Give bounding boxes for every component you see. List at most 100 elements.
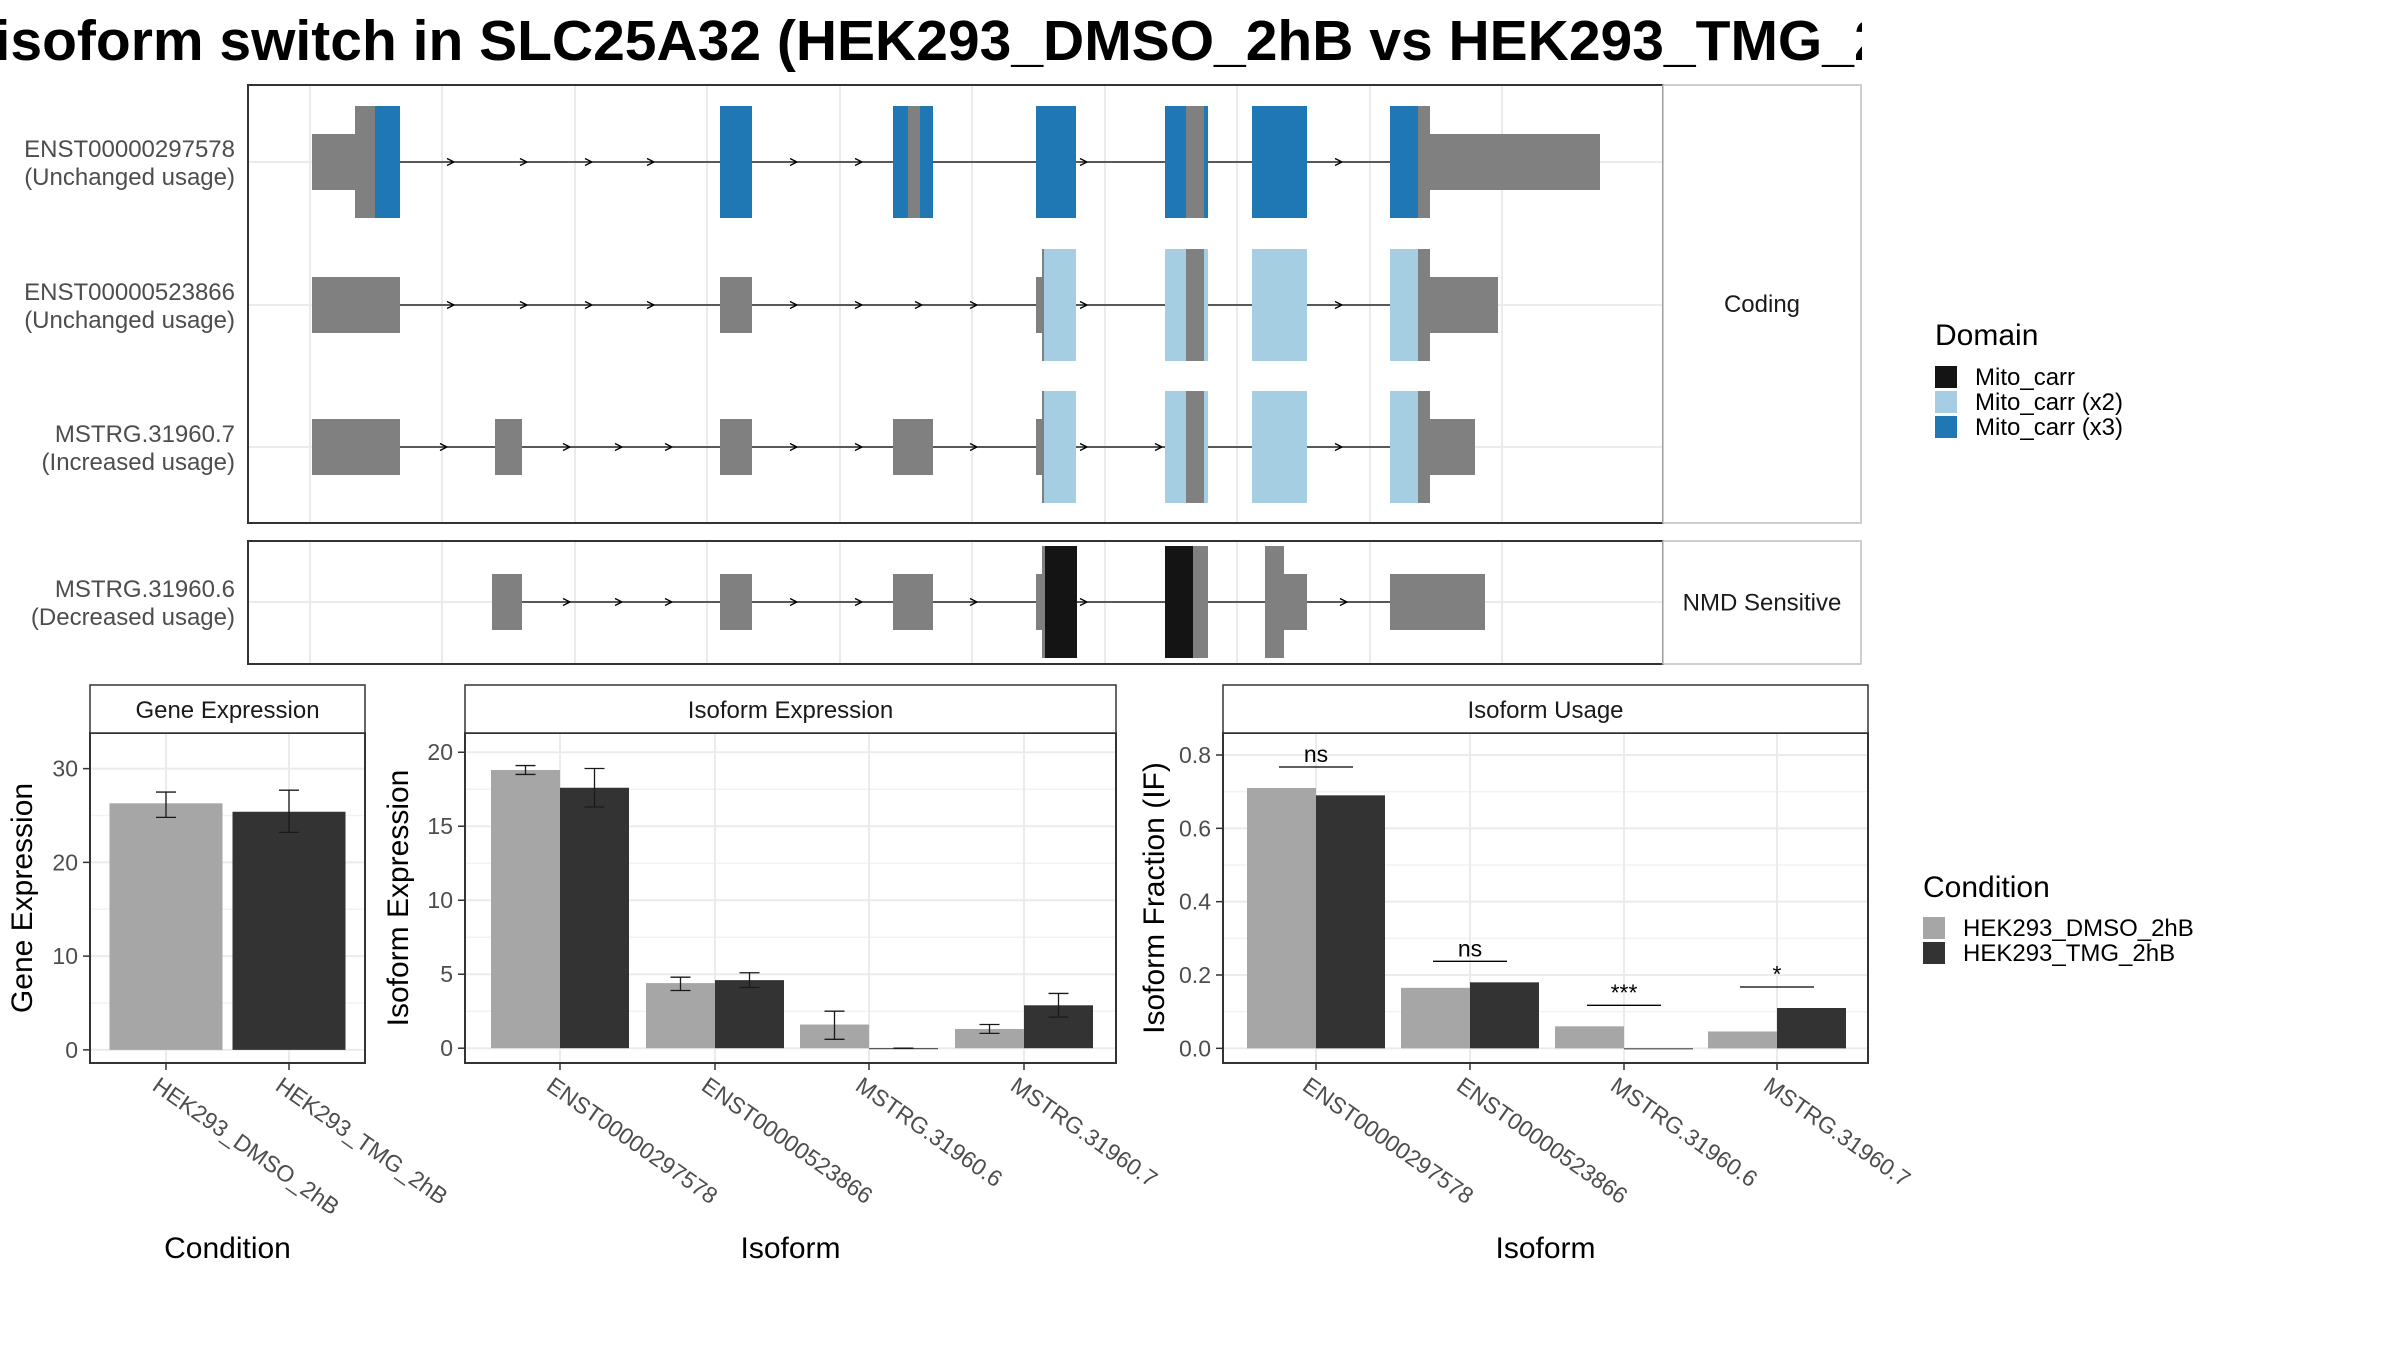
bar [1316,795,1385,1049]
intron-direction-arrow [854,597,864,607]
intron-direction-arrow [664,442,674,452]
intron-direction-arrow [614,597,624,607]
intron-direction-arrow [664,597,674,607]
intron-direction-arrow [789,157,799,167]
exon [908,106,920,218]
bar [1247,788,1316,1049]
intron-direction-arrow [969,597,979,607]
x-axis-label: Isoform [1495,1232,1595,1265]
domain-mito-carr-x2 [1204,249,1208,361]
intron-direction-arrow [562,442,572,452]
x-tick-label: ENST00000297578 [542,1072,722,1209]
intron-direction-arrow [1334,442,1344,452]
intron-direction-arrow [969,300,979,310]
y-tick-label: 0.2 [1179,962,1211,988]
bar [715,980,784,1049]
x-axis-label: Condition [164,1232,291,1265]
exon [312,134,355,190]
bar [646,983,715,1049]
intron-direction-arrow [789,597,799,607]
domain-legend-title: Domain [1935,319,2038,352]
exon [1418,249,1430,361]
y-tick-label: 15 [427,813,453,839]
x-tick-label: MSTRG.31960.6 [1606,1072,1762,1192]
exon [495,419,522,475]
transcript-label: ENST00000523866 [24,279,235,306]
condition-legend-title: Condition [1923,871,2050,904]
intron-direction-arrow [854,442,864,452]
x-tick-label: MSTRG.31960.7 [1006,1072,1162,1192]
intron-direction-arrow [789,442,799,452]
intron-direction-arrow [1079,597,1089,607]
bar [232,811,346,1050]
y-tick-label: 30 [52,756,78,782]
domain-mito-carr-x3 [1204,106,1208,218]
domain-mito-carr-x3 [1252,106,1307,218]
bar [1470,982,1539,1049]
intron-direction-arrow [446,157,456,167]
exon [492,574,522,630]
transcript-label: MSTRG.31960.6 [55,576,235,603]
intron-direction-arrow [646,300,656,310]
exon [1042,546,1045,658]
figure-title: e isoform switch in SLC25A32 (HEK293_DMS… [0,9,1862,73]
transcript-usage-label: (Decreased usage) [31,604,235,631]
domain-mito-carr-x2 [1165,391,1186,503]
intron-direction-arrow [914,300,924,310]
exon [1284,574,1307,630]
y-tick-label: 0 [65,1037,78,1063]
y-tick-label: 20 [427,739,453,765]
y-axis-label: Isoform Fraction (IF) [1138,762,1171,1034]
domain-legend-swatch [1935,416,1957,438]
x-tick-label: MSTRG.31960.6 [851,1072,1007,1192]
bar [1555,1026,1624,1049]
domain-mito-carr-x2 [1204,391,1208,503]
intron-direction-arrow [562,597,572,607]
exon [720,277,752,333]
intron-direction-arrow [584,157,594,167]
chart-title: Isoform Expression [688,697,893,724]
bar [1708,1031,1777,1049]
significance-label: *** [1611,979,1638,1005]
y-axis-label: Isoform Expression [382,770,415,1027]
domain-legend-label: Mito_carr [1975,364,2075,391]
y-tick-label: 0.0 [1179,1035,1211,1061]
x-axis-label: Isoform [740,1232,840,1265]
transcript-label: MSTRG.31960.7 [55,421,235,448]
facet-label-nmd-sensitive: NMD Sensitive [1683,590,1842,617]
bar [109,803,223,1050]
condition-legend-label: HEK293_DMSO_2hB [1963,915,2194,942]
intron-direction-arrow [1079,157,1089,167]
condition-legend-swatch [1923,942,1945,964]
bar [1401,987,1470,1049]
chart-gene-expression: 0102030HEK293_DMSO_2hBHEK293_TMG_2hBGene… [6,684,453,1265]
exon [1193,546,1208,658]
y-tick-label: 20 [52,849,78,875]
domain-mito-carr [1045,546,1077,658]
domain-mito-carr-x3 [893,106,908,218]
intron-direction-arrow [646,157,656,167]
domain-mito-carr-x3 [1390,106,1418,218]
exon [1418,391,1430,503]
intron-direction-arrow [439,442,449,452]
condition-legend-swatch [1923,917,1945,939]
exon [1036,574,1042,630]
intron-direction-arrow [614,442,624,452]
exon [355,106,375,218]
condition-legend-label: HEK293_TMG_2hB [1963,940,2175,967]
transcript-label: ENST00000297578 [24,136,235,163]
intron-direction-arrow [1334,300,1344,310]
domain-mito-carr-x2 [1252,391,1307,503]
exon [893,419,933,475]
intron-direction-arrow [854,300,864,310]
domain-mito-carr [1165,546,1193,658]
transcript-usage-label: (Unchanged usage) [24,307,235,334]
intron-direction-arrow [789,300,799,310]
facet-label-coding: Coding [1724,291,1800,318]
exon [1430,277,1498,333]
y-tick-label: 5 [440,961,453,987]
exon [1265,546,1284,658]
y-tick-label: 0.4 [1179,889,1211,915]
intron-direction-arrow [519,300,529,310]
